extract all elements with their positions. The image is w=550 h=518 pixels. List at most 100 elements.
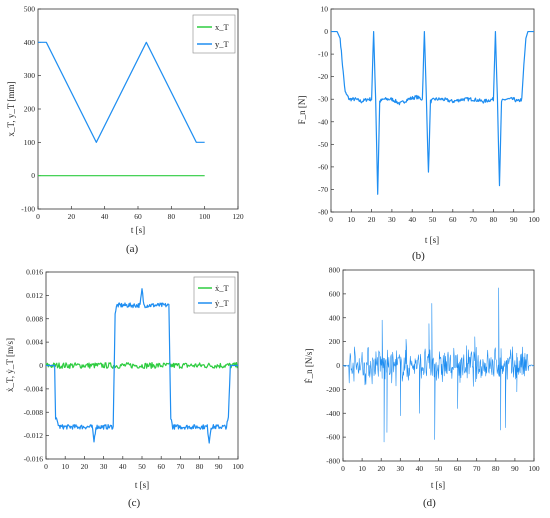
x-tick-label: 0 bbox=[44, 462, 48, 471]
y-tick-label: 800 bbox=[329, 266, 341, 275]
y-tick-label: -40 bbox=[318, 117, 328, 126]
series-line bbox=[331, 30, 534, 195]
x-tick-label: 60 bbox=[134, 212, 142, 221]
y-tick-label: -100 bbox=[21, 205, 35, 214]
x-tick-label: 10 bbox=[348, 215, 356, 224]
y-ticks: -800 -600 -400 -200 0 200 400 600 800 bbox=[326, 266, 346, 466]
legend-box bbox=[193, 276, 236, 314]
y-ticks: -80 -70 -60 -50 -40 -30 -20 -10 0 10 bbox=[318, 5, 334, 217]
x-tick-label: 20 bbox=[68, 212, 76, 221]
y-tick-label: -0.016 bbox=[24, 455, 44, 464]
panel-b: -80 -70 -60 -50 -40 -30 -20 -10 0 10 0 10 20 30 40 50 6… bbox=[297, 5, 540, 263]
y-tick-label: 0.004 bbox=[26, 338, 43, 347]
x-tick-label: 10 bbox=[61, 462, 69, 471]
y-tick-label: 0 bbox=[324, 27, 328, 36]
x-ticks: 0 20 40 60 80 100 120 bbox=[36, 206, 244, 221]
x-tick-label: 40 bbox=[119, 462, 127, 471]
x-tick-label: 40 bbox=[101, 212, 109, 221]
plot-lines bbox=[37, 41, 205, 177]
x-ticks: 0 10 20 30 40 50 60 70 80 90 100 bbox=[341, 458, 540, 473]
x-tick-label: 0 bbox=[36, 212, 40, 221]
y-tick-label: 10 bbox=[321, 5, 329, 14]
y-tick-label: -80 bbox=[318, 208, 328, 217]
series-line bbox=[342, 287, 535, 443]
x-tick-label: 30 bbox=[100, 462, 108, 471]
y-ticks: -0.016 -0.012 -0.008 -0.004 0 0.004 0.008 0.012… bbox=[24, 268, 49, 464]
y-tick-label: 0.016 bbox=[26, 268, 43, 277]
x-axis-label: t [s] bbox=[131, 225, 145, 235]
y-tick-label: 0 bbox=[336, 361, 340, 370]
y-axis-label: Ḟ_n [N/s] bbox=[304, 349, 314, 384]
panel-label: (a) bbox=[126, 243, 139, 255]
x-tick-label: 60 bbox=[449, 215, 457, 224]
y-tick-label: -0.008 bbox=[24, 408, 44, 417]
x-tick-label: 70 bbox=[177, 462, 185, 471]
x-tick-label: 80 bbox=[490, 215, 498, 224]
x-tick-label: 20 bbox=[377, 464, 385, 473]
x-tick-label: 20 bbox=[81, 462, 89, 471]
x-tick-label: 0 bbox=[329, 215, 333, 224]
y-tick-label: 0.012 bbox=[26, 291, 43, 300]
panel-d: -800 -600 -400 -200 0 200 400 600 800 0 10 20 30 40 5… bbox=[304, 266, 540, 510]
panel-c: -0.016 -0.012 -0.008 -0.004 0 0.004 0.008 0.012… bbox=[5, 268, 244, 510]
y-tick-label: 200 bbox=[24, 105, 36, 114]
y-ticks: -100 0 100 200 300 400 500 bbox=[21, 5, 41, 214]
y-tick-label: -20 bbox=[318, 72, 328, 81]
legend-box bbox=[192, 14, 236, 54]
series-line bbox=[37, 41, 205, 143]
y-tick-label: -200 bbox=[326, 385, 340, 394]
x-tick-label: 50 bbox=[138, 462, 146, 471]
y-tick-label: 500 bbox=[24, 5, 36, 14]
x-axis-label: t [s] bbox=[135, 480, 149, 490]
x-tick-label: 50 bbox=[435, 464, 443, 473]
legend-label-xT-dot: ẋ_T bbox=[215, 283, 230, 293]
y-tick-label: -60 bbox=[318, 162, 328, 171]
x-tick-label: 80 bbox=[492, 464, 500, 473]
series-line bbox=[45, 362, 238, 370]
legend-label-yT: y_T bbox=[215, 39, 230, 49]
x-tick-label: 50 bbox=[429, 215, 437, 224]
y-tick-label: 600 bbox=[329, 289, 341, 298]
x-tick-label: 40 bbox=[408, 215, 416, 224]
x-axis-label: t [s] bbox=[431, 480, 445, 490]
y-tick-label: 300 bbox=[24, 71, 36, 80]
y-tick-label: -0.004 bbox=[24, 384, 44, 393]
x-tick-label: 90 bbox=[510, 215, 518, 224]
x-tick-label: 80 bbox=[196, 462, 204, 471]
series-line bbox=[45, 288, 239, 444]
x-tick-label: 90 bbox=[215, 462, 223, 471]
x-tick-label: 40 bbox=[416, 464, 424, 473]
x-tick-label: 100 bbox=[232, 462, 244, 471]
y-tick-label: 0.008 bbox=[26, 314, 43, 323]
plot-frame bbox=[330, 8, 535, 213]
x-tick-label: 60 bbox=[157, 462, 165, 471]
panel-label: (d) bbox=[423, 497, 436, 509]
x-tick-label: 30 bbox=[388, 215, 396, 224]
legend-label-yT-dot: ẏ_T bbox=[215, 298, 230, 308]
x-tick-label: 100 bbox=[528, 464, 540, 473]
panel-label: (c) bbox=[128, 497, 141, 509]
x-tick-label: 70 bbox=[469, 215, 477, 224]
y-axis-label: x_T, y_T [mm] bbox=[6, 82, 16, 137]
x-tick-label: 10 bbox=[358, 464, 366, 473]
x-tick-label: 100 bbox=[528, 215, 540, 224]
y-tick-label: -400 bbox=[326, 409, 340, 418]
y-axis-label: ẋ_T, ẏ_T [m/s] bbox=[5, 338, 15, 392]
y-tick-label: -600 bbox=[326, 433, 340, 442]
x-tick-label: 80 bbox=[168, 212, 176, 221]
x-tick-label: 60 bbox=[454, 464, 462, 473]
x-tick-label: 90 bbox=[511, 464, 519, 473]
y-tick-label: -50 bbox=[318, 140, 328, 149]
plot-lines bbox=[331, 30, 534, 195]
y-tick-label: -70 bbox=[318, 185, 328, 194]
x-tick-label: 70 bbox=[473, 464, 481, 473]
y-tick-label: 200 bbox=[329, 337, 341, 346]
y-tick-label: 400 bbox=[329, 313, 341, 322]
plot-lines bbox=[45, 288, 239, 444]
y-tick-label: -10 bbox=[318, 50, 328, 59]
x-tick-label: 30 bbox=[397, 464, 405, 473]
x-tick-label: 100 bbox=[199, 212, 211, 221]
legend: ẋ_T ẏ_T bbox=[193, 276, 236, 314]
